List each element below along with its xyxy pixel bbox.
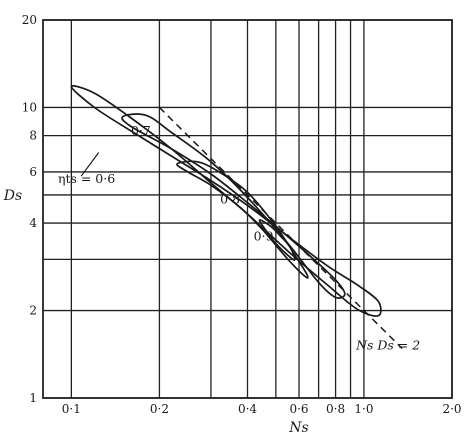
efficiency-contours bbox=[70, 85, 382, 317]
x-tick-label: 0·4 bbox=[238, 402, 257, 416]
annotation-eta-0-6: ηts = 0·6 bbox=[58, 171, 115, 186]
y-tick-label: 2 bbox=[29, 304, 37, 318]
x-tick-label: 0·8 bbox=[326, 402, 345, 416]
contour-eta-0-9 bbox=[258, 219, 296, 261]
x-tick-label: 1·0 bbox=[354, 402, 373, 416]
x-tick-label: 2·0 bbox=[442, 402, 461, 416]
x-tick-label: 0·2 bbox=[150, 402, 169, 416]
y-tick-label: 4 bbox=[29, 216, 37, 230]
y-tick-labels: 1 2 4 6 8 10 20 bbox=[22, 13, 38, 405]
eta-label-leader bbox=[80, 152, 100, 177]
y-tick-label: 1 bbox=[29, 391, 37, 405]
annotations: ηts = 0·6 0·7 0·8 0·9 Ns Ds = 2 bbox=[58, 123, 420, 352]
annotation-0-9: 0·9 bbox=[254, 228, 274, 243]
annotation-nsds-2: Ns Ds = 2 bbox=[355, 337, 420, 352]
x-tick-label: 0·1 bbox=[62, 402, 81, 416]
contour-eta-0-7 bbox=[121, 113, 346, 299]
y-tick-label: 20 bbox=[22, 13, 37, 27]
x-axis-label: Ns bbox=[288, 420, 308, 436]
reference-line-nsds-2 bbox=[158, 106, 403, 349]
annotation-0-8: 0·8 bbox=[220, 191, 240, 206]
x-tick-labels: 0·1 0·2 0·4 0·6 0·8 1·0 2·0 bbox=[62, 402, 462, 416]
y-tick-label: 8 bbox=[29, 129, 37, 143]
plot-frame bbox=[42, 19, 453, 399]
y-tick-label: 10 bbox=[22, 100, 37, 114]
x-tick-label: 0·6 bbox=[289, 402, 308, 416]
y-tick-label: 6 bbox=[29, 165, 37, 179]
y-axis-label: Ds bbox=[3, 188, 22, 204]
annotation-0-7: 0·7 bbox=[131, 123, 151, 138]
contour-eta-0-8 bbox=[176, 160, 309, 279]
